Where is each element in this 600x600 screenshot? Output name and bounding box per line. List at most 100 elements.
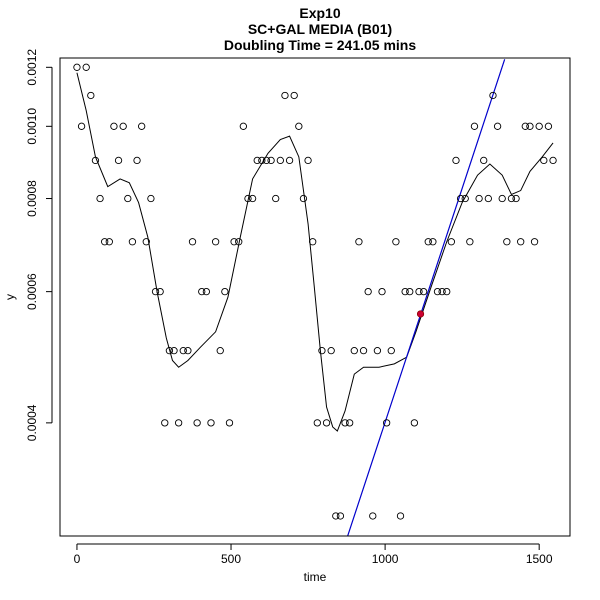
data-point [438, 287, 446, 296]
data-point [216, 346, 224, 355]
data-point [470, 122, 479, 130]
chart-title-line-3: Doubling Time = 241.05 mins [224, 37, 417, 53]
data-point [526, 122, 534, 130]
data-point [258, 156, 266, 165]
data-point [461, 194, 469, 203]
data-point [369, 512, 377, 520]
data-point [447, 238, 456, 246]
data-point [110, 122, 118, 130]
data-point [230, 238, 238, 246]
data-point [161, 419, 169, 427]
data-point [387, 346, 395, 355]
data-point [101, 238, 109, 246]
data-point [419, 287, 428, 296]
data-point [466, 238, 474, 246]
data-point [341, 419, 349, 427]
data-point [82, 63, 90, 71]
data-point [239, 122, 248, 130]
data-point [276, 156, 284, 165]
fit-line [347, 59, 506, 536]
smoothing-curve [76, 72, 554, 432]
data-point [309, 238, 317, 246]
data-point [332, 512, 340, 520]
data-point [401, 287, 409, 296]
data-point [202, 287, 211, 296]
data-point [244, 194, 252, 203]
data-point [184, 346, 192, 355]
data-point [124, 194, 132, 203]
x-tick-label: 1500 [526, 552, 553, 566]
data-point [355, 238, 363, 246]
data-point [359, 346, 368, 355]
data-point [151, 287, 160, 296]
data-point [114, 156, 123, 165]
data-point [318, 346, 326, 355]
y-tick-label: 0.0004 [25, 404, 39, 441]
data-point [179, 346, 187, 355]
data-point [207, 419, 215, 427]
data-point [225, 419, 234, 427]
y-tick-label: 0.0008 [25, 180, 39, 217]
highlight-point [416, 310, 425, 318]
data-point [290, 91, 298, 100]
x-axis: 0 500 1000 1500 [74, 543, 553, 566]
data-point [96, 194, 104, 203]
data-point [313, 419, 321, 427]
data-point [235, 238, 243, 246]
data-point [262, 156, 271, 165]
data-point [480, 156, 488, 165]
data-point [443, 287, 451, 296]
data-point [540, 156, 548, 165]
y-axis: 0.0004 0.0006 0.0008 0.0010 0.0012 [25, 49, 53, 441]
data-point [484, 194, 492, 203]
data-point [392, 238, 400, 246]
data-point [211, 238, 220, 246]
data-point [77, 122, 86, 130]
data-point [285, 156, 294, 165]
data-point [415, 287, 423, 296]
data-point [128, 238, 137, 246]
data-point [133, 156, 141, 165]
chart-title-line-2: SC+GAL MEDIA (B01) [248, 21, 392, 37]
data-point [429, 238, 437, 246]
data-point [382, 419, 391, 427]
data-point [378, 287, 386, 296]
data-point [406, 287, 414, 296]
data-point [489, 91, 497, 100]
x-tick-label: 1000 [372, 552, 399, 566]
data-point [253, 156, 261, 165]
data-point [119, 122, 127, 130]
data-point [373, 346, 382, 355]
data-point [142, 238, 150, 246]
data-point [475, 194, 483, 203]
data-point [410, 419, 419, 427]
data-point [456, 194, 465, 203]
data-point [267, 156, 275, 165]
data-point [299, 194, 308, 203]
data-point [87, 91, 95, 100]
y-tick-label: 0.0010 [25, 108, 39, 145]
data-point [503, 238, 511, 246]
data-point [165, 346, 174, 355]
data-point [193, 419, 201, 427]
data-point [507, 194, 516, 203]
plot-marks [73, 59, 557, 536]
data-point [364, 287, 372, 296]
data-point [138, 122, 146, 130]
data-point [221, 287, 229, 296]
data-point [156, 287, 164, 296]
data-point [521, 122, 529, 130]
data-point [147, 194, 155, 203]
data-point [396, 512, 405, 520]
data-point [73, 63, 81, 71]
data-point [170, 346, 178, 355]
data-point [174, 419, 183, 427]
data-point [91, 156, 100, 165]
data-point [544, 122, 553, 130]
data-point [517, 238, 525, 246]
plot-frame [59, 57, 571, 537]
y-tick-label: 0.0006 [25, 273, 39, 310]
data-point [248, 194, 257, 203]
x-axis-label: time [304, 570, 327, 584]
